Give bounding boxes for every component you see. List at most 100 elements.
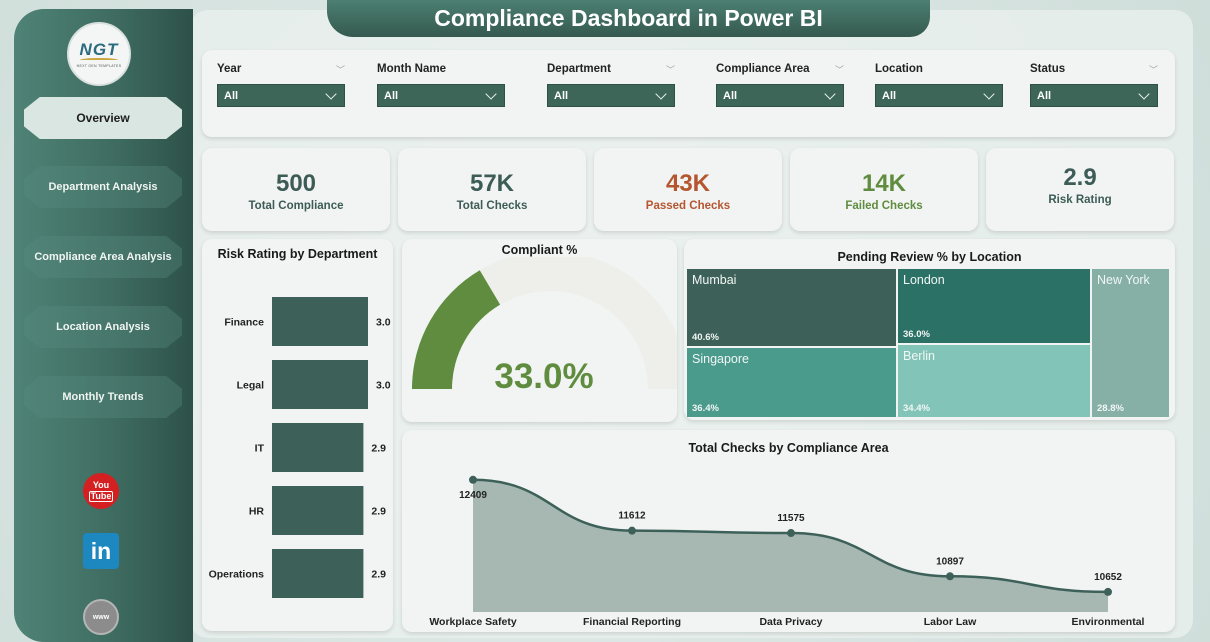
chart-title: Total Checks by Compliance Area	[688, 441, 889, 455]
gauge-fill	[412, 270, 501, 389]
kpi-label: Failed Checks	[845, 200, 923, 212]
page-title: Compliance Dashboard in Power BI	[434, 5, 823, 31]
dropdown-value: All	[224, 89, 239, 102]
sidebar-item-location-analysis[interactable]: Location Analysis	[24, 306, 182, 348]
gauge-value: 33.0%	[494, 357, 593, 396]
category-label: Operations	[209, 569, 265, 581]
bar-legal[interactable]	[272, 360, 368, 409]
filter-panel: Year ﹀ All Month Name All Department ﹀ All…	[202, 50, 1175, 137]
kpi-total-checks: 57K Total Checks	[398, 148, 586, 231]
youtube-icon[interactable]: You Tube	[83, 473, 119, 509]
gauge-svg: 33.0%	[412, 257, 677, 396]
kpi-value: 500	[275, 170, 317, 197]
data-point[interactable]	[1104, 587, 1112, 596]
linkedin-icon[interactable]: in	[83, 533, 119, 569]
treemap-tile-singapore[interactable]: Singapore 36.4%	[687, 348, 896, 417]
filter-label: Month Name	[377, 63, 446, 75]
chevron-down-icon[interactable]: ﹀	[335, 64, 345, 75]
kpi-total-compliance: 500 Total Compliance	[202, 148, 390, 231]
x-tick-label: Labor Law	[924, 616, 977, 628]
tile-name: New York	[1097, 273, 1150, 287]
sidebar-item-department-analysis[interactable]: Department Analysis	[24, 166, 182, 208]
filter-label: Compliance Area	[716, 63, 810, 75]
chevron-down-icon	[983, 87, 995, 100]
data-point[interactable]	[946, 572, 954, 581]
data-label: 12409	[459, 490, 487, 501]
dropdown-value: All	[723, 89, 738, 102]
area-fill	[473, 479, 1108, 612]
linkedin-text: in	[90, 537, 112, 564]
logo-text: NGT	[79, 40, 119, 59]
filter-status: Status ﹀ All	[1030, 62, 1158, 107]
data-label: 3.0	[376, 317, 391, 329]
month-name-dropdown[interactable]: All	[377, 84, 505, 107]
filter-label: Department	[547, 63, 611, 75]
dropdown-value: All	[384, 89, 399, 102]
kpi-risk-rating: 2.9 Risk Rating	[986, 148, 1174, 231]
sidebar-item-compliance-area-analysis[interactable]: Compliance Area Analysis	[24, 236, 182, 278]
globe-icon[interactable]: www	[83, 599, 119, 635]
chevron-down-icon	[1138, 87, 1150, 100]
pending-review-by-location-treemap: Pending Review % by Location Mumbai 40.6%…	[684, 239, 1175, 420]
x-tick-label: Workplace Safety	[429, 616, 517, 628]
chevron-down-icon[interactable]: ﹀	[1148, 64, 1158, 75]
chevron-down-icon	[655, 87, 667, 100]
treemap-tile-mumbai[interactable]: Mumbai 40.6%	[687, 269, 896, 346]
category-label: Finance	[224, 317, 264, 329]
data-label: 2.9	[371, 506, 386, 518]
data-point[interactable]	[469, 475, 477, 484]
sidebar-item-label: Monthly Trends	[62, 391, 144, 403]
status-dropdown[interactable]: All	[1030, 84, 1158, 107]
filter-label: Status	[1030, 63, 1066, 75]
sidebar-item-overview[interactable]: Overview	[24, 97, 182, 139]
filter-label: Location	[875, 63, 923, 75]
sidebar-item-label: Location Analysis	[56, 321, 150, 333]
tile-value: 36.0%	[903, 329, 930, 340]
data-label: 3.0	[376, 380, 391, 392]
filter-compliance-area: Compliance Area ﹀ All	[716, 62, 844, 107]
kpi-value: 57K	[469, 170, 515, 197]
treemap-tile-london[interactable]: London 36.0%	[898, 269, 1090, 343]
bar-hr[interactable]	[272, 486, 364, 535]
bar-finance[interactable]	[272, 297, 368, 346]
data-label: 11612	[618, 511, 646, 522]
x-tick-label: Environmental	[1072, 616, 1145, 628]
kpi-failed-checks: 14K Failed Checks	[790, 148, 978, 231]
treemap-tile-new-york[interactable]: New York 28.8%	[1092, 269, 1169, 417]
chart-title: Risk Rating by Department	[217, 247, 378, 261]
chevron-down-icon[interactable]: ﹀	[665, 64, 675, 75]
bar-chart-svg: Finance 3.0 Legal 3.0 IT 2.9 HR 2.9 Operations 2.…	[209, 297, 391, 598]
bar-operations[interactable]	[272, 549, 364, 598]
sidebar-item-monthly-trends[interactable]: Monthly Trends	[24, 376, 182, 418]
tile-value: 28.8%	[1097, 403, 1124, 414]
filter-month-name: Month Name All	[377, 62, 505, 107]
data-label: 2.9	[371, 443, 386, 455]
data-point[interactable]	[787, 529, 795, 538]
risk-rating-by-department-chart: Risk Rating by Department Finance 3.0 Lega…	[202, 239, 393, 631]
kpi-label: Risk Rating	[1048, 194, 1112, 206]
location-dropdown[interactable]: All	[875, 84, 1003, 107]
data-point[interactable]	[628, 526, 636, 535]
compliant-percent-gauge: Compliant % 33.0%	[402, 239, 677, 422]
treemap-tile-berlin[interactable]: Berlin 34.4%	[898, 345, 1090, 417]
year-dropdown[interactable]: All	[217, 84, 345, 107]
tile-name: Berlin	[903, 349, 935, 363]
sidebar-item-label: Department Analysis	[48, 181, 158, 193]
sidebar-item-label: Compliance Area Analysis	[34, 251, 172, 263]
compliance-area-dropdown[interactable]: All	[716, 84, 844, 107]
logo-swoosh-icon	[80, 58, 118, 62]
filter-department: Department ﹀ All	[547, 62, 675, 107]
filter-label: Year	[217, 63, 242, 75]
logo-subtitle: NEXT GEN TEMPLATES	[76, 64, 122, 68]
chart-title: Pending Review % by Location	[837, 250, 1022, 264]
department-dropdown[interactable]: All	[547, 84, 675, 107]
filter-year: Year ﹀ All	[217, 62, 345, 107]
filter-location: Location All	[875, 62, 1003, 107]
kpi-passed-checks: 43K Passed Checks	[594, 148, 782, 231]
page-title-bar: Compliance Dashboard in Power BI	[327, 0, 930, 37]
chevron-down-icon[interactable]: ﹀	[834, 64, 844, 75]
chevron-down-icon	[824, 87, 836, 100]
treemap-area: Mumbai 40.6% London 36.0% Singapore 36.4% Berl…	[687, 269, 1169, 417]
category-label: Legal	[237, 380, 265, 392]
bar-it[interactable]	[272, 423, 364, 472]
